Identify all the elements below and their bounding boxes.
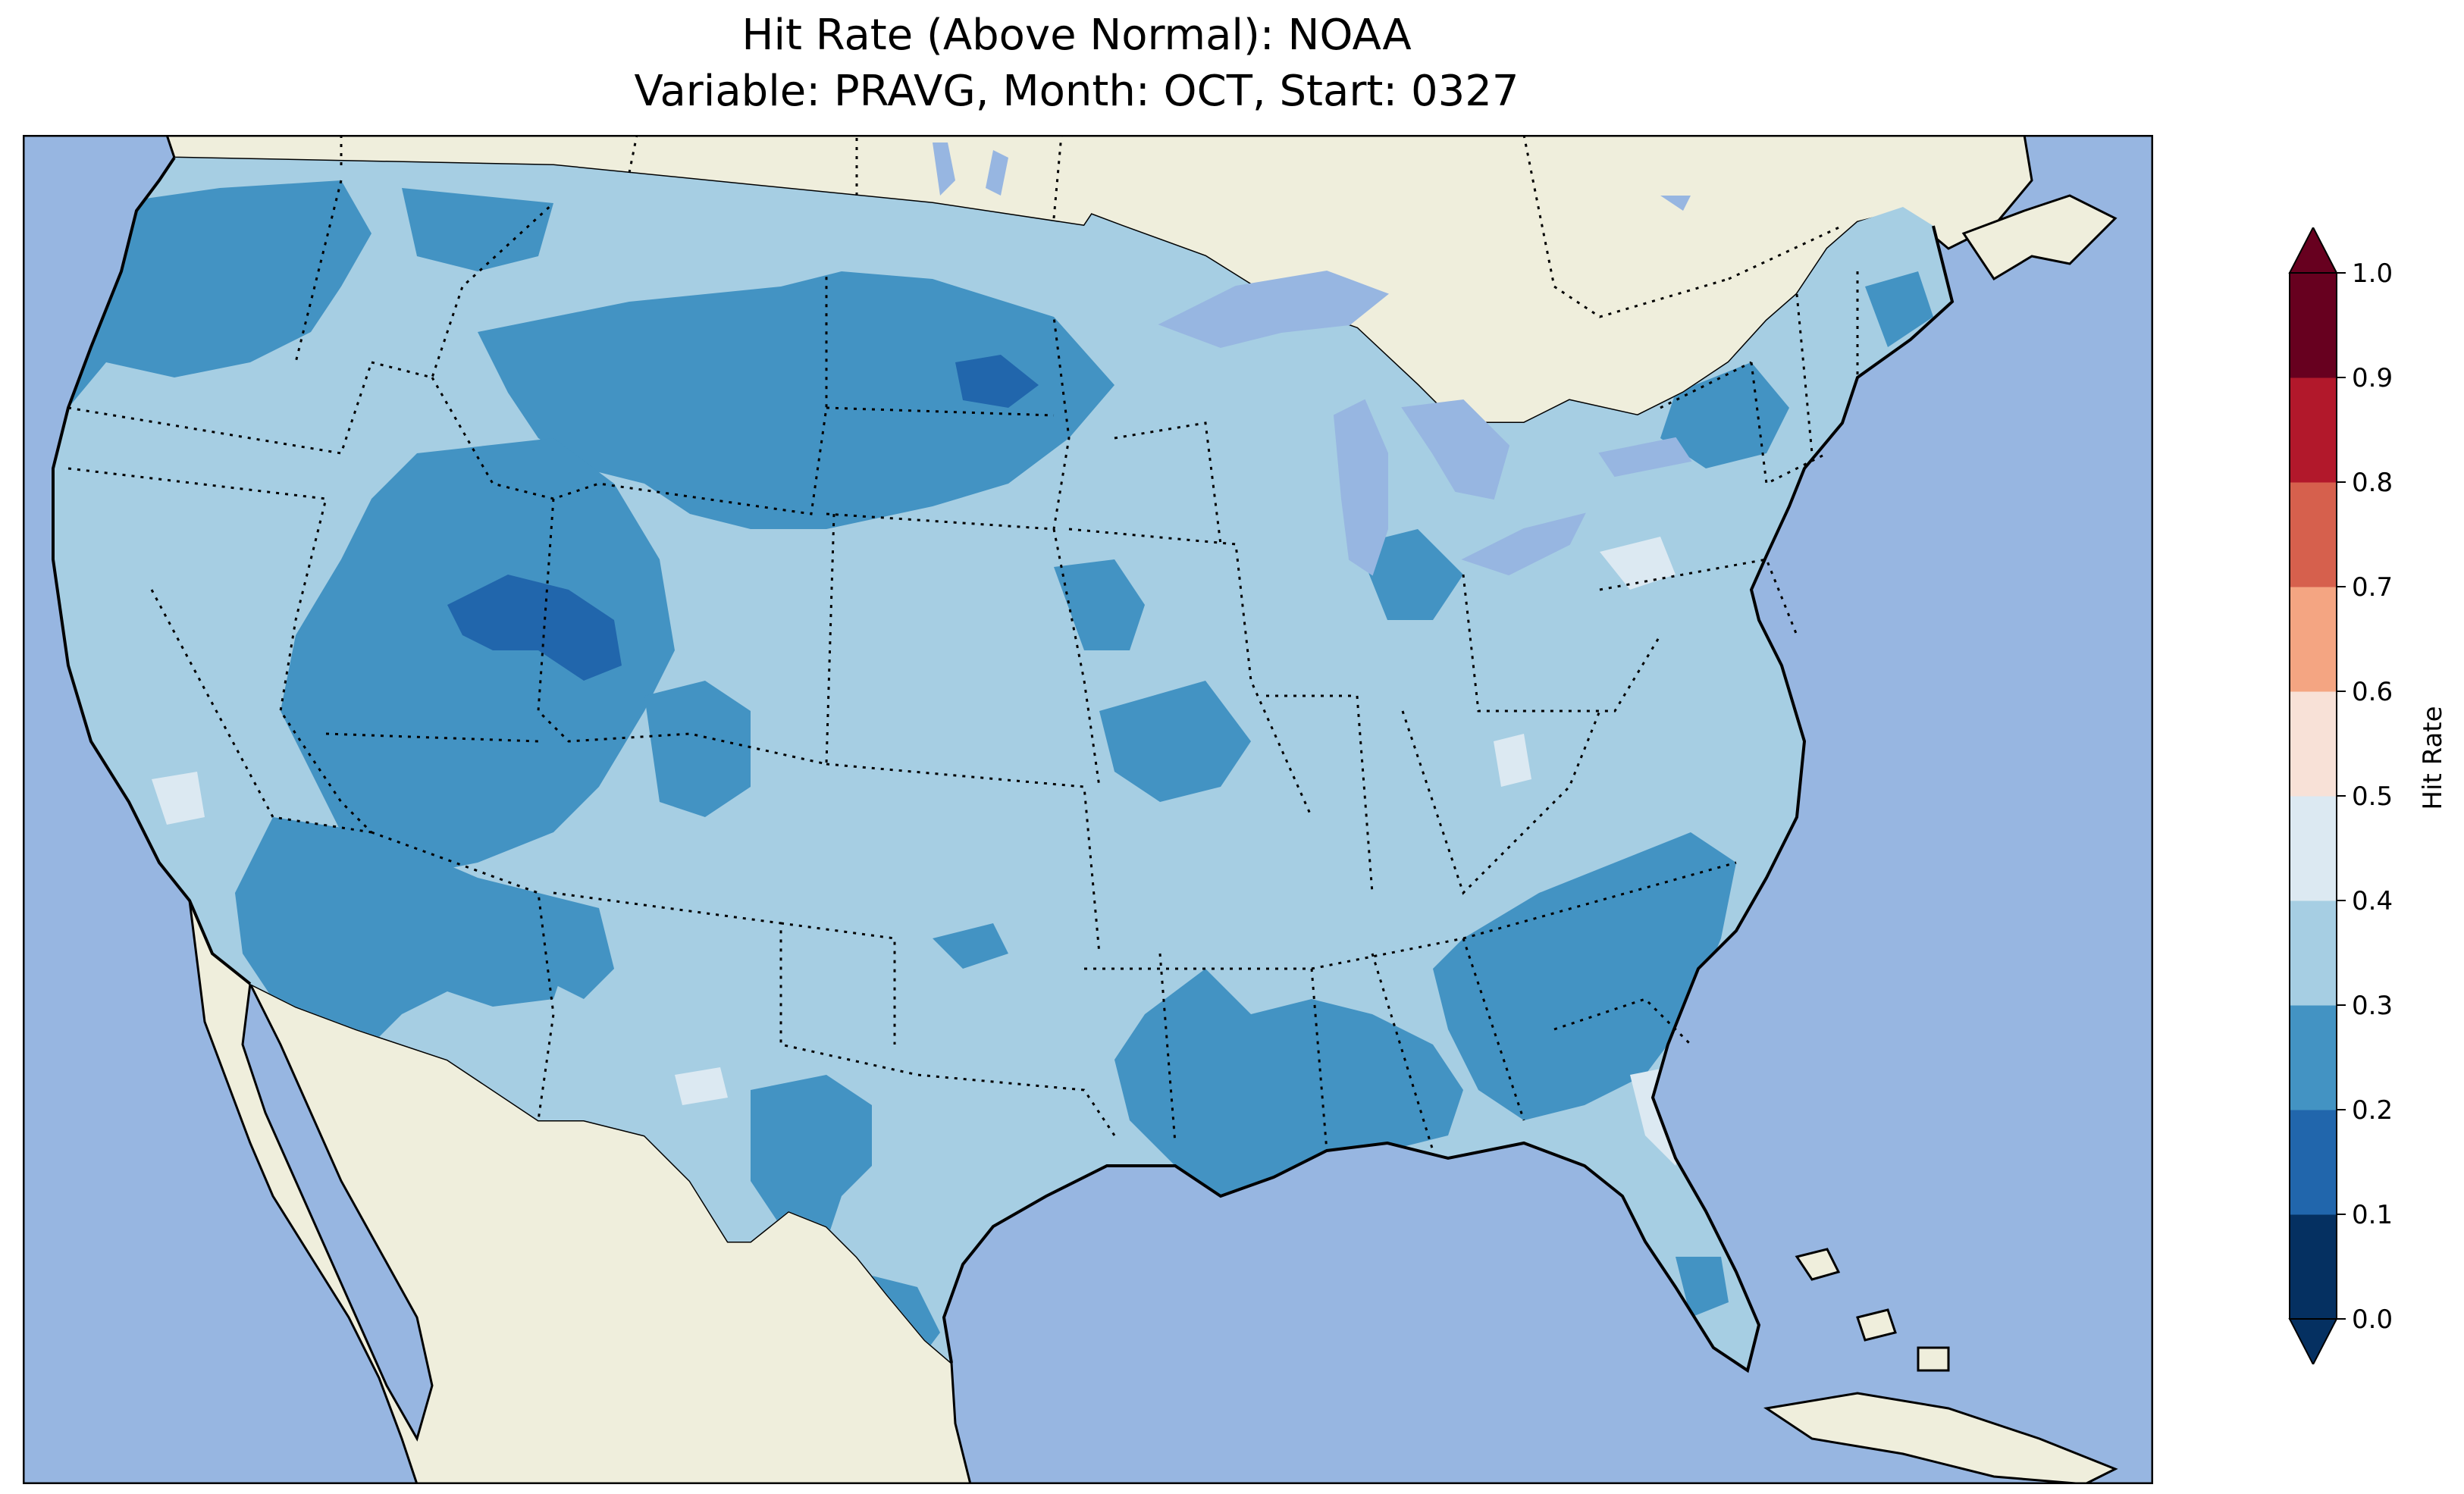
colorbar-tick-label: 0.3	[2352, 991, 2393, 1021]
region-plains-0.2	[478, 271, 1114, 529]
chart-title-line2: Variable: PRAVG, Month: OCT, Start: 0327	[634, 67, 1519, 116]
colorbar: 0.0 0.1 0.2 0.3 0.4 0.5 0.6 0.7 0.8 0.9 1.0 Hit Ra…	[2288, 227, 2448, 1364]
colorbar-tick-label: 0.8	[2352, 468, 2393, 498]
region-west-0.2	[281, 438, 675, 878]
region-missouri-0.2	[1099, 681, 1251, 802]
colorbar-tick-label: 0.0	[2352, 1305, 2393, 1335]
region-newyork-0.2	[1660, 362, 1789, 468]
region-ok-0.2	[933, 923, 1008, 969]
region-colorado-0.2	[644, 681, 751, 817]
region-pa-0.4	[1600, 537, 1676, 590]
colorbar-under-triangle	[2288, 1318, 2338, 1364]
region-iowa-0.2	[1054, 559, 1145, 650]
hit-rate-field	[53, 180, 1933, 1363]
colorbar-tick-label: 0.6	[2352, 677, 2393, 707]
chart-title-line1: Hit Rate (Above Normal): NOAA	[741, 11, 1412, 60]
region-michigan-0.2	[1357, 529, 1463, 620]
region-southeast-0.2	[1433, 832, 1736, 1120]
colorbar-segment-8	[2290, 377, 2337, 483]
colorbar-tick-label: 0.7	[2352, 572, 2393, 603]
colorbar-segment-1	[2290, 1110, 2337, 1215]
cuba-land	[1763, 1392, 2118, 1484]
colorbar-tick-label: 1.0	[2352, 258, 2393, 289]
great-lakes	[1158, 270, 1692, 576]
region-pnw-0.2	[53, 180, 371, 453]
colorbar-segment-6	[2290, 587, 2337, 692]
colorbar-segment-3	[2290, 900, 2337, 1006]
colorbar-tick-label: 0.4	[2352, 886, 2393, 916]
colorbar-over-triangle	[2288, 227, 2338, 274]
colorbar-body	[2288, 227, 2338, 1364]
region-sflorida-0.2	[1676, 1257, 1729, 1317]
lake-superior	[1158, 270, 1389, 349]
region-tx-0.4	[675, 1067, 728, 1105]
colorbar-ticks: 0.0 0.1 0.2 0.3 0.4 0.5 0.6 0.7 0.8 0.9 1.0	[2337, 258, 2393, 1335]
lake-erie	[1461, 512, 1586, 576]
map-frame	[23, 135, 2153, 1484]
colorbar-segment-4	[2290, 796, 2337, 901]
colorbar-segment-7	[2290, 482, 2337, 587]
map-panel	[23, 135, 2153, 1484]
state-borders	[67, 180, 1859, 1151]
region-maine-0.2	[1865, 271, 1933, 347]
us-coastline	[52, 156, 1955, 1373]
gulf-of-california	[241, 979, 434, 1442]
colorbar-segment-9	[2290, 273, 2337, 378]
region-utah-0.1	[447, 575, 622, 681]
colorbar-segment-0	[2290, 1214, 2337, 1320]
colorbar-tick-label: 0.5	[2352, 781, 2393, 812]
canada-lakes	[933, 143, 1691, 211]
colorbar-tick-label: 0.9	[2352, 363, 2393, 393]
lake-michigan	[1333, 399, 1388, 576]
colorbar-segment-5	[2290, 691, 2337, 797]
colorbar-label: Hit Rate	[2418, 706, 2448, 810]
region-gulf-0.2	[1114, 969, 1463, 1196]
maritimes-land	[1961, 194, 2118, 281]
region-southwest-0.2	[235, 817, 569, 1060]
colorbar-tick-label: 0.1	[2352, 1200, 2393, 1230]
bahamas-land	[1795, 1248, 1950, 1372]
region-nd-0.1	[955, 355, 1039, 408]
region-ohio-0.4	[1494, 734, 1531, 787]
lake-ontario	[1598, 437, 1692, 478]
colorbar-segment-2	[2290, 1005, 2337, 1110]
region-texas-0.2	[751, 1075, 872, 1242]
lake-huron	[1401, 399, 1510, 500]
colorbar-tick-label: 0.2	[2352, 1095, 2393, 1126]
region-nm-0.2	[538, 893, 614, 999]
region-ca-0.4	[152, 772, 205, 825]
canada-province-borders	[340, 135, 1843, 318]
region-nmontana-0.2	[402, 188, 553, 271]
